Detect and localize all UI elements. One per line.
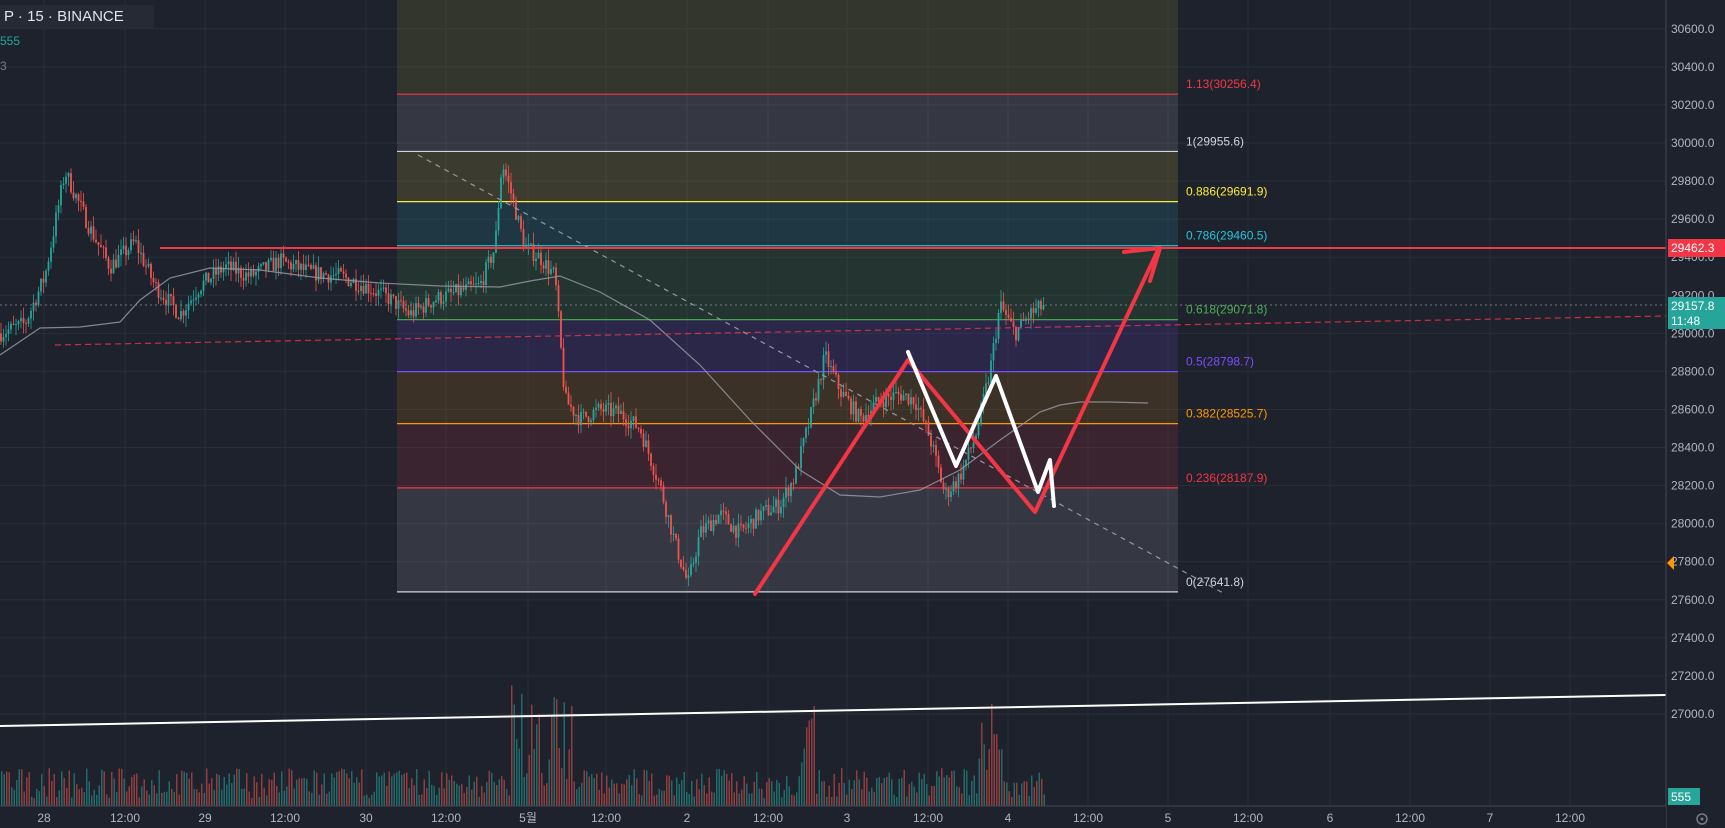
last-price-tag: 29157.8 11:48	[1668, 297, 1725, 329]
price-tick-label: 30600.0	[1671, 22, 1715, 36]
time-tick-label: 2	[684, 811, 691, 825]
time-tick-label: 12:00	[110, 811, 140, 825]
volume-value-label: 555	[1671, 790, 1691, 804]
time-tick-label: 12:00	[1555, 811, 1585, 825]
time-tick-label: 12:00	[1073, 811, 1103, 825]
time-tick-label: 7	[1487, 811, 1494, 825]
fibonacci-levels: 1.13(30256.4) 1(29955.6) 0.886(29691.9) 0.7…	[397, 77, 1267, 593]
resistance-price-label: 29462.3	[1671, 241, 1715, 255]
settings-gear-icon[interactable]	[1696, 813, 1708, 825]
last-price-label: 29157.8	[1671, 299, 1715, 313]
time-tick-label: 12:00	[270, 811, 300, 825]
time-tick-label: 30	[359, 811, 373, 825]
price-tick-label: 30400.0	[1671, 60, 1715, 74]
fib-level-label: 1.13(30256.4)	[1186, 77, 1261, 91]
time-tick-label: 6	[1327, 811, 1334, 825]
price-tick-label: 28000.0	[1671, 517, 1715, 531]
time-tick-label: 12:00	[1233, 811, 1263, 825]
price-tick-label: 28400.0	[1671, 441, 1715, 455]
alert-marker-icon[interactable]	[1667, 556, 1674, 570]
price-tick-label: 27600.0	[1671, 593, 1715, 607]
time-tick-label: 12:00	[753, 811, 783, 825]
price-tick-label: 29600.0	[1671, 212, 1715, 226]
fib-level-label: 0.382(28525.7)	[1186, 407, 1267, 421]
time-axis-ticks: 28 12:00 29 12:00 30 12:00 5월 12:00 2 12:00 3 12:00…	[37, 811, 1585, 825]
fibonacci-zones	[397, 0, 1178, 592]
time-axis[interactable]	[0, 806, 1666, 828]
fib-level-label: 0.786(29460.5)	[1186, 229, 1267, 243]
indicator-value-secondary: 3	[0, 59, 7, 73]
price-tick-label: 28600.0	[1671, 402, 1715, 416]
volume-bars	[1, 685, 1045, 806]
price-axis[interactable]	[1666, 0, 1725, 828]
price-tick-label: 27800.0	[1671, 555, 1715, 569]
price-tick-label: 28800.0	[1671, 364, 1715, 378]
indicator-value: 555	[0, 34, 21, 48]
price-tick-label: 27200.0	[1671, 669, 1715, 683]
time-tick-label: 12:00	[913, 811, 943, 825]
fib-level-label: 0(27641.8)	[1186, 575, 1244, 589]
price-tick-label: 29800.0	[1671, 174, 1715, 188]
price-tick-label: 30000.0	[1671, 136, 1715, 150]
time-tick-label: 4	[1005, 811, 1012, 825]
time-tick-label: 3	[844, 811, 851, 825]
price-tick-label: 30200.0	[1671, 98, 1715, 112]
price-tick-label: 27400.0	[1671, 631, 1715, 645]
time-tick-label: 12:00	[431, 811, 461, 825]
time-tick-label: 29	[198, 811, 212, 825]
fib-level-label: 0.618(29071.8)	[1186, 303, 1267, 317]
time-tick-label: 28	[37, 811, 51, 825]
symbol-title: P · 15 · BINANCE	[4, 8, 124, 25]
price-tick-label: 29000.0	[1671, 326, 1715, 340]
fib-level-label: 0.236(28187.9)	[1186, 471, 1267, 485]
time-tick-label: 12:00	[1395, 811, 1425, 825]
drawings	[0, 154, 1667, 727]
fib-level-label: 0.5(28798.7)	[1186, 355, 1254, 369]
time-tick-label: 12:00	[591, 811, 621, 825]
resistance-price-tag: 29462.3	[1668, 239, 1725, 257]
time-tick-label: 5	[1165, 811, 1172, 825]
price-tick-label: 27000.0	[1671, 707, 1715, 721]
price-tick-label: 28200.0	[1671, 479, 1715, 493]
fib-level-label: 0.886(29691.9)	[1186, 185, 1267, 199]
bar-countdown-label: 11:48	[1671, 314, 1700, 328]
fib-level-label: 1(29955.6)	[1186, 134, 1244, 148]
symbol-header[interactable]: P · 15 · BINANCE	[0, 5, 154, 29]
volume-value-tag: 555	[1668, 788, 1700, 805]
time-tick-label: 5월	[519, 811, 537, 825]
